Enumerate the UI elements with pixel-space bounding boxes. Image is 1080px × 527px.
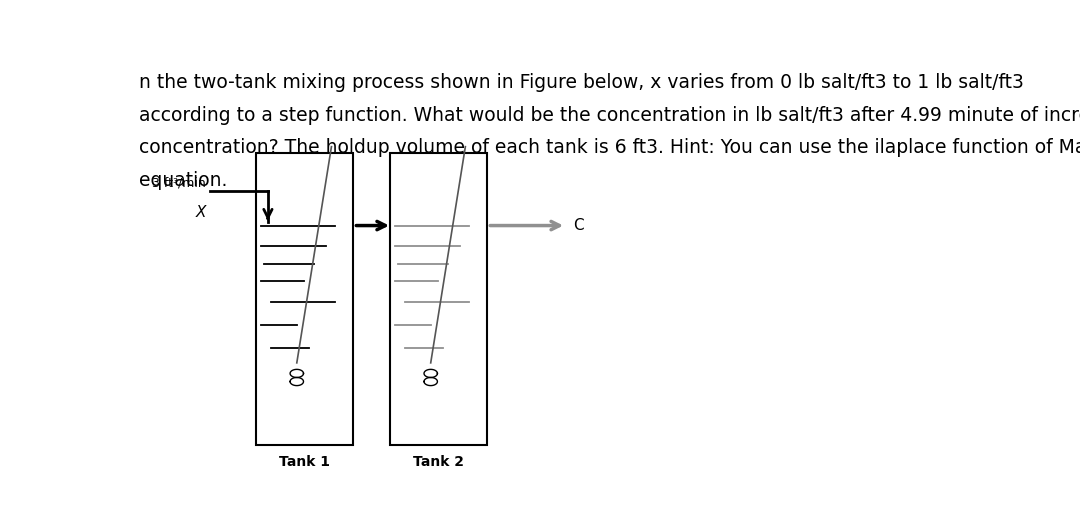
Text: Tank 2: Tank 2 (413, 455, 464, 469)
Text: according to a step function. What would be the concentration in lb salt/ft3 aft: according to a step function. What would… (139, 106, 1080, 125)
Text: concentration? The holdup volume of each tank is 6 ft3. Hint: You can use the il: concentration? The holdup volume of each… (139, 138, 1080, 158)
Text: X: X (195, 205, 206, 220)
Text: C: C (572, 218, 583, 233)
Bar (390, 152, 486, 445)
Text: Tank 1: Tank 1 (279, 455, 330, 469)
Text: 3 ft³/min: 3 ft³/min (152, 176, 206, 189)
Text: equation.: equation. (139, 171, 228, 190)
Text: n the two-tank mixing process shown in Figure below, x varies from 0 lb salt/ft3: n the two-tank mixing process shown in F… (139, 73, 1024, 92)
Bar (256, 152, 352, 445)
